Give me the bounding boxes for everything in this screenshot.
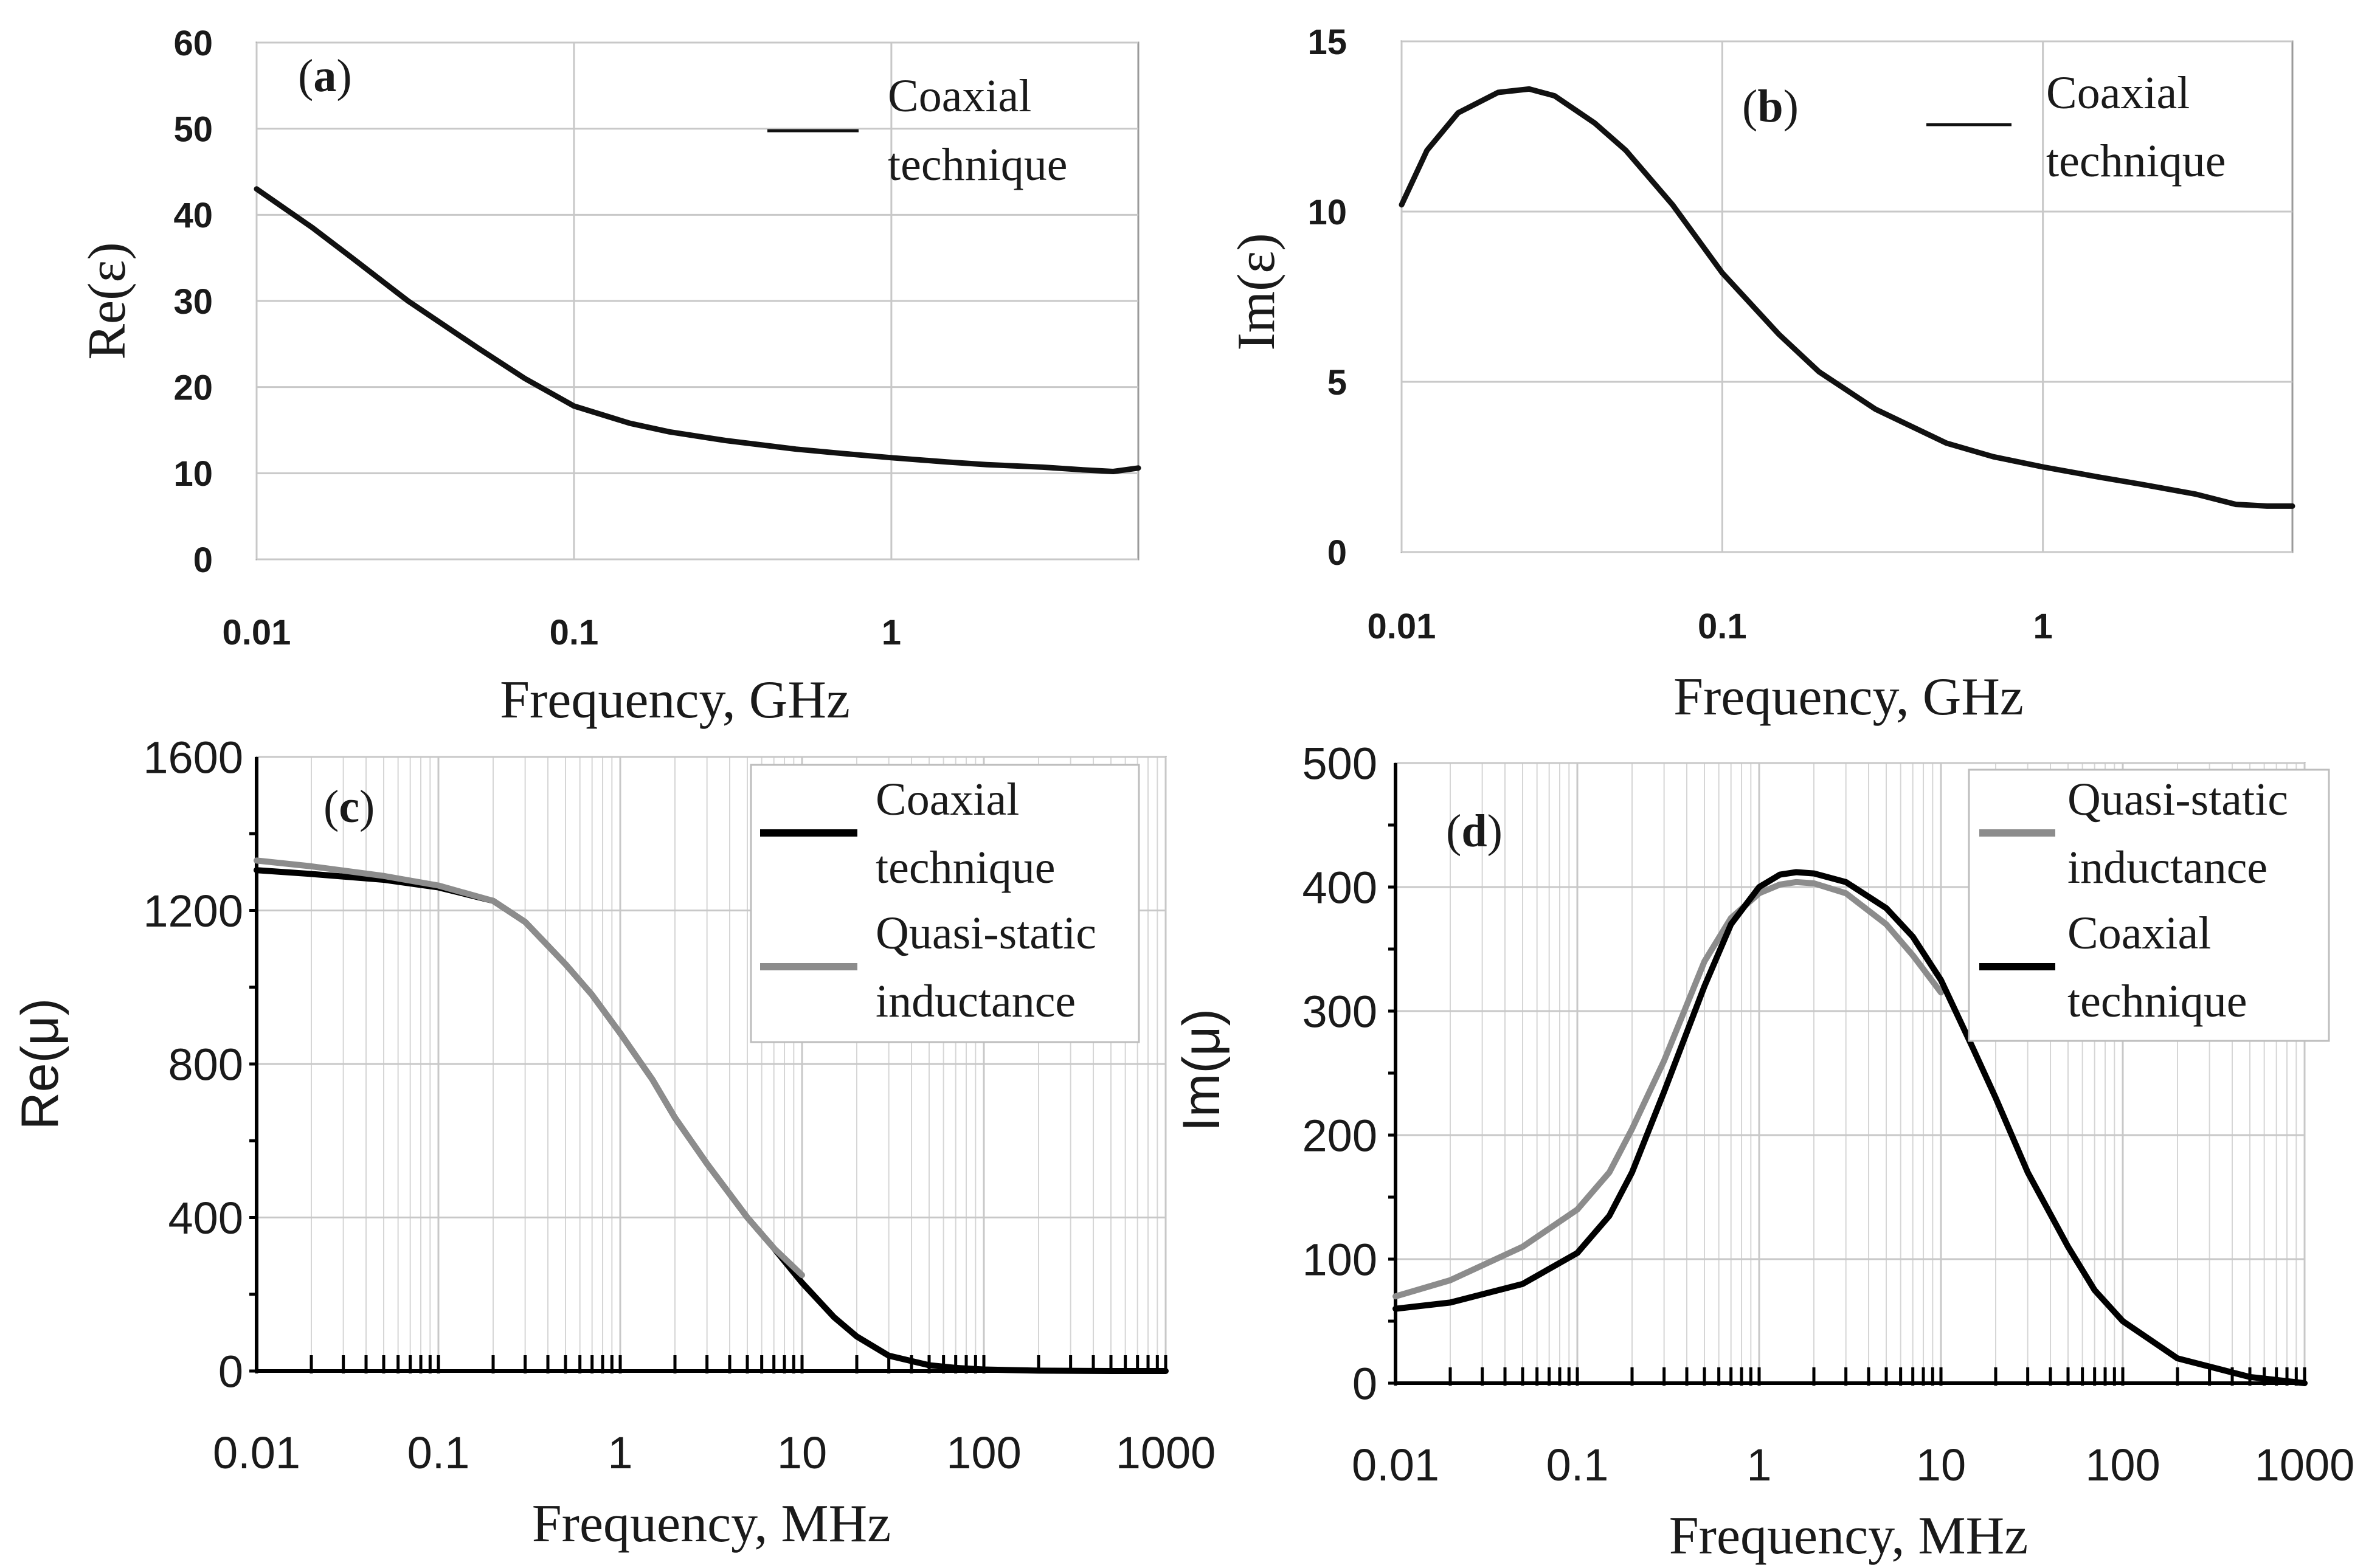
x-tick-label: 1 — [2033, 607, 2053, 646]
x-tick-label: 10 — [1916, 1440, 1966, 1490]
y-tick-label: 0 — [1327, 533, 1347, 573]
panel-a-label: (a) — [298, 50, 352, 102]
panel-b-legend: Coaxial technique — [1926, 67, 2226, 187]
series-line-coaxial-technique — [1399, 86, 2295, 509]
y-tick-label: 20 — [173, 368, 213, 408]
y-tick-label: 40 — [173, 196, 213, 235]
x-axis-title: Frequency, GHz — [1673, 668, 2024, 727]
x-tick-label: 1 — [882, 613, 901, 652]
y-tick-label: 200 — [1302, 1111, 1377, 1161]
x-tick-label: 0.01 — [1368, 607, 1436, 646]
panel-d-legend: Quasi-static inductance Coaxial techniqu… — [1968, 768, 2330, 1042]
panel-c-legend: Coaxial technique Quasi-static inductanc… — [750, 764, 1140, 1043]
y-tick-label: 10 — [173, 454, 213, 494]
legend-entry-coaxial-technique: Coaxial technique — [2046, 67, 2226, 187]
x-tick-label: 1 — [1746, 1440, 1771, 1490]
panel-a-legend: Coaxial technique — [767, 71, 1067, 190]
legend-box — [750, 764, 1140, 1043]
x-tick-label: 10 — [777, 1428, 827, 1478]
x-tick-label: 0.01 — [1352, 1440, 1439, 1490]
legend-entry-quasi-static-inductance: Quasi-static inductance — [2067, 774, 2300, 893]
y-axis-title: Im(μ) — [1172, 1009, 1231, 1131]
y-tick-label: 0 — [218, 1347, 243, 1397]
x-tick-label: 100 — [2085, 1440, 2160, 1490]
x-tick-label: 0.1 — [550, 613, 599, 652]
y-tick-label: 10 — [1307, 193, 1347, 232]
y-axis-title: Re(ε) — [78, 242, 137, 359]
y-tick-label: 800 — [168, 1040, 243, 1090]
x-tick-label: 0.1 — [407, 1428, 470, 1478]
y-tick-label: 15 — [1307, 22, 1347, 62]
x-tick-label: 1000 — [1116, 1428, 1216, 1478]
y-tick-label: 30 — [173, 282, 213, 322]
x-tick-label: 1 — [607, 1428, 632, 1478]
y-tick-label: 0 — [1352, 1359, 1377, 1409]
panel-d-label: (d) — [1446, 806, 1503, 857]
y-tick-label: 500 — [1302, 739, 1377, 789]
y-axis-title: Re(μ) — [11, 998, 69, 1130]
panel-a: 0 10 20 30 40 50 60 0.01 0.1 1 (a) Coaxial techn… — [78, 24, 1141, 730]
legend-entry-coaxial-technique: Coaxial technique — [2067, 908, 2247, 1027]
y-tick-label: 300 — [1302, 987, 1377, 1037]
legend-entry-coaxial-technique: Coaxial technique — [876, 774, 1055, 893]
x-tick-label: 0.01 — [213, 1428, 300, 1478]
x-axis-title: Frequency, MHz — [532, 1494, 891, 1553]
panel-b-plot-area — [1400, 40, 2294, 553]
y-axis-title: Im(ε) — [1227, 233, 1286, 350]
x-tick-label: 100 — [946, 1428, 1021, 1478]
series-line-coaxial-technique — [1392, 869, 2308, 1386]
legend-entry-quasi-static-inductance: Quasi-static inductance — [876, 908, 1108, 1027]
y-tick-label: 5 — [1327, 363, 1347, 402]
panel-b-label: (b) — [1742, 81, 1799, 132]
x-tick-label: 0.1 — [1546, 1440, 1609, 1490]
panel-c-label: (c) — [323, 781, 375, 832]
legend-entry-coaxial-technique: Coaxial technique — [888, 71, 1067, 190]
x-tick-label: 1000 — [2255, 1440, 2355, 1490]
y-tick-label: 50 — [173, 110, 213, 150]
panel-b: 0 5 10 15 0.01 0.1 1 (b) Coaxial technique Im… — [1227, 22, 2295, 727]
legend-box — [1968, 768, 2330, 1042]
y-tick-label: 1600 — [143, 733, 243, 783]
y-tick-label: 400 — [168, 1193, 243, 1243]
x-tick-label: 0.1 — [1698, 607, 1747, 646]
y-tick-label: 0 — [193, 541, 213, 580]
series-line-quasi-static-inductance — [254, 857, 805, 1279]
y-tick-label: 1200 — [143, 886, 243, 936]
panel-d: 0 100 200 300 400 500 0.01 0.1 1 10 100 1000 (d) Q… — [1172, 739, 2354, 1566]
x-tick-label: 0.01 — [223, 613, 291, 652]
series-line-quasi-static-inductance — [1392, 879, 1944, 1300]
series-line-coaxial-technique — [254, 186, 1141, 474]
y-tick-label: 100 — [1302, 1235, 1377, 1285]
x-axis-title: Frequency, GHz — [500, 671, 850, 730]
y-tick-label: 60 — [173, 24, 213, 63]
x-axis-title: Frequency, MHz — [1669, 1507, 2029, 1566]
panel-c: 0 400 800 1200 1600 0.01 0.1 1 10 100 1000 (c) Co… — [11, 733, 1216, 1553]
y-tick-label: 400 — [1302, 863, 1377, 913]
